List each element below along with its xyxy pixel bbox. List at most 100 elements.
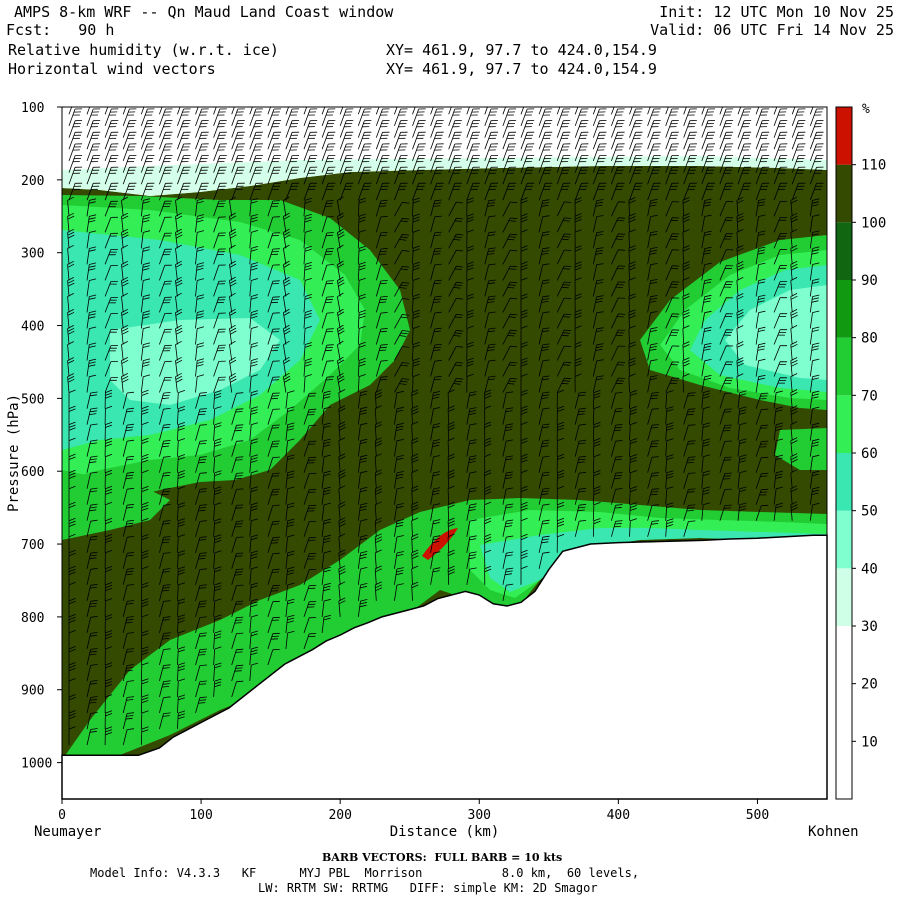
wind-barb — [448, 131, 462, 150]
wind-barb — [374, 389, 383, 409]
wind-barb — [195, 488, 207, 505]
wind-barb — [231, 182, 245, 201]
wind-barb — [592, 375, 604, 393]
wind-barb — [411, 517, 419, 537]
wind-barb — [556, 217, 572, 233]
wind-barb — [285, 120, 300, 138]
wind-barb — [611, 217, 626, 233]
wind-barb — [337, 340, 344, 361]
wind-barb — [683, 392, 696, 409]
wind-barb — [337, 276, 345, 297]
wind-barb — [790, 453, 798, 473]
wind-barb — [502, 407, 514, 425]
colorbar-tick-label: 90 — [861, 273, 878, 289]
wind-barb — [121, 357, 129, 377]
wind-barb — [701, 406, 711, 425]
wind-barb — [283, 308, 291, 329]
wind-barb — [321, 131, 336, 150]
wind-barb — [195, 131, 209, 150]
field-label-rh: Relative humidity (w.r.t. ice) — [8, 41, 279, 59]
wind-barb — [430, 423, 441, 441]
wind-barb — [337, 292, 344, 313]
wind-barb — [177, 678, 186, 698]
wind-barb — [321, 454, 331, 473]
wind-barb — [538, 551, 550, 569]
wind-barb — [466, 325, 474, 345]
wind-barb — [755, 392, 769, 409]
wind-barb — [213, 582, 222, 601]
wind-barb — [628, 373, 636, 393]
wind-barb — [303, 310, 312, 329]
wind-barb — [321, 470, 331, 489]
colorbar-swatch — [836, 568, 852, 626]
wind-barb — [229, 372, 237, 393]
wind-barb — [502, 471, 514, 489]
wind-barb — [629, 108, 643, 127]
wind-barb — [502, 155, 517, 173]
wind-barb — [484, 311, 496, 329]
wind-barb — [374, 405, 382, 425]
wind-barb — [159, 520, 171, 537]
wind-barb — [412, 120, 426, 138]
wind-barb — [538, 143, 553, 162]
wind-barb — [466, 197, 474, 217]
wind-barb — [484, 199, 496, 217]
wind-barb — [430, 439, 441, 457]
wind-barb — [430, 359, 442, 377]
wind-barb — [556, 297, 572, 313]
wind-barb — [665, 518, 674, 537]
wind-barb — [159, 328, 172, 345]
wind-barb — [629, 470, 638, 489]
wind-barb — [484, 437, 492, 457]
wind-barb — [701, 278, 712, 297]
wind-barb — [611, 155, 625, 173]
wind-barb — [809, 278, 820, 297]
wind-barb — [229, 308, 237, 329]
wind-barb — [86, 131, 101, 150]
wind-barb — [140, 155, 155, 173]
wind-barb — [394, 406, 404, 425]
wind-barb — [520, 357, 528, 377]
wind-barb — [283, 340, 290, 361]
wind-barb — [790, 309, 798, 329]
wind-barb — [159, 377, 172, 393]
wind-barb — [121, 212, 129, 233]
wind-barb — [249, 630, 259, 649]
wind-barb — [737, 182, 752, 201]
wind-barb — [321, 108, 336, 127]
wind-barb — [665, 502, 674, 521]
wind-barb — [267, 344, 280, 361]
wind-barb — [374, 517, 382, 537]
wind-barb — [285, 614, 295, 633]
wind-barb — [592, 470, 601, 489]
wind-barb — [67, 260, 75, 281]
wind-barb — [411, 565, 419, 585]
wind-barb — [484, 549, 492, 569]
wind-barb — [719, 329, 734, 345]
wind-barb — [611, 131, 625, 150]
wind-barb — [122, 536, 135, 553]
wind-barb — [213, 280, 226, 297]
wind-barb — [556, 108, 571, 127]
wind-barb — [790, 421, 798, 441]
wind-barb — [520, 213, 528, 233]
wind-barb — [701, 131, 716, 150]
wind-barb — [755, 504, 769, 521]
wind-barb — [104, 517, 113, 537]
wind-barb — [682, 357, 690, 377]
wind-barb — [86, 439, 98, 457]
wind-barb — [374, 421, 382, 441]
wind-barb — [755, 294, 766, 313]
wind-barb — [484, 421, 492, 441]
wind-barb — [375, 280, 388, 297]
wind-barb — [357, 502, 368, 521]
wind-barb — [86, 519, 98, 537]
wind-barb — [67, 277, 75, 297]
wind-barb — [375, 376, 388, 393]
wind-barb — [140, 310, 151, 329]
wind-barb — [448, 346, 464, 361]
wind-barb — [556, 265, 572, 281]
wind-barb — [67, 341, 74, 361]
wind-barb — [719, 297, 734, 313]
wind-barb — [484, 389, 492, 409]
